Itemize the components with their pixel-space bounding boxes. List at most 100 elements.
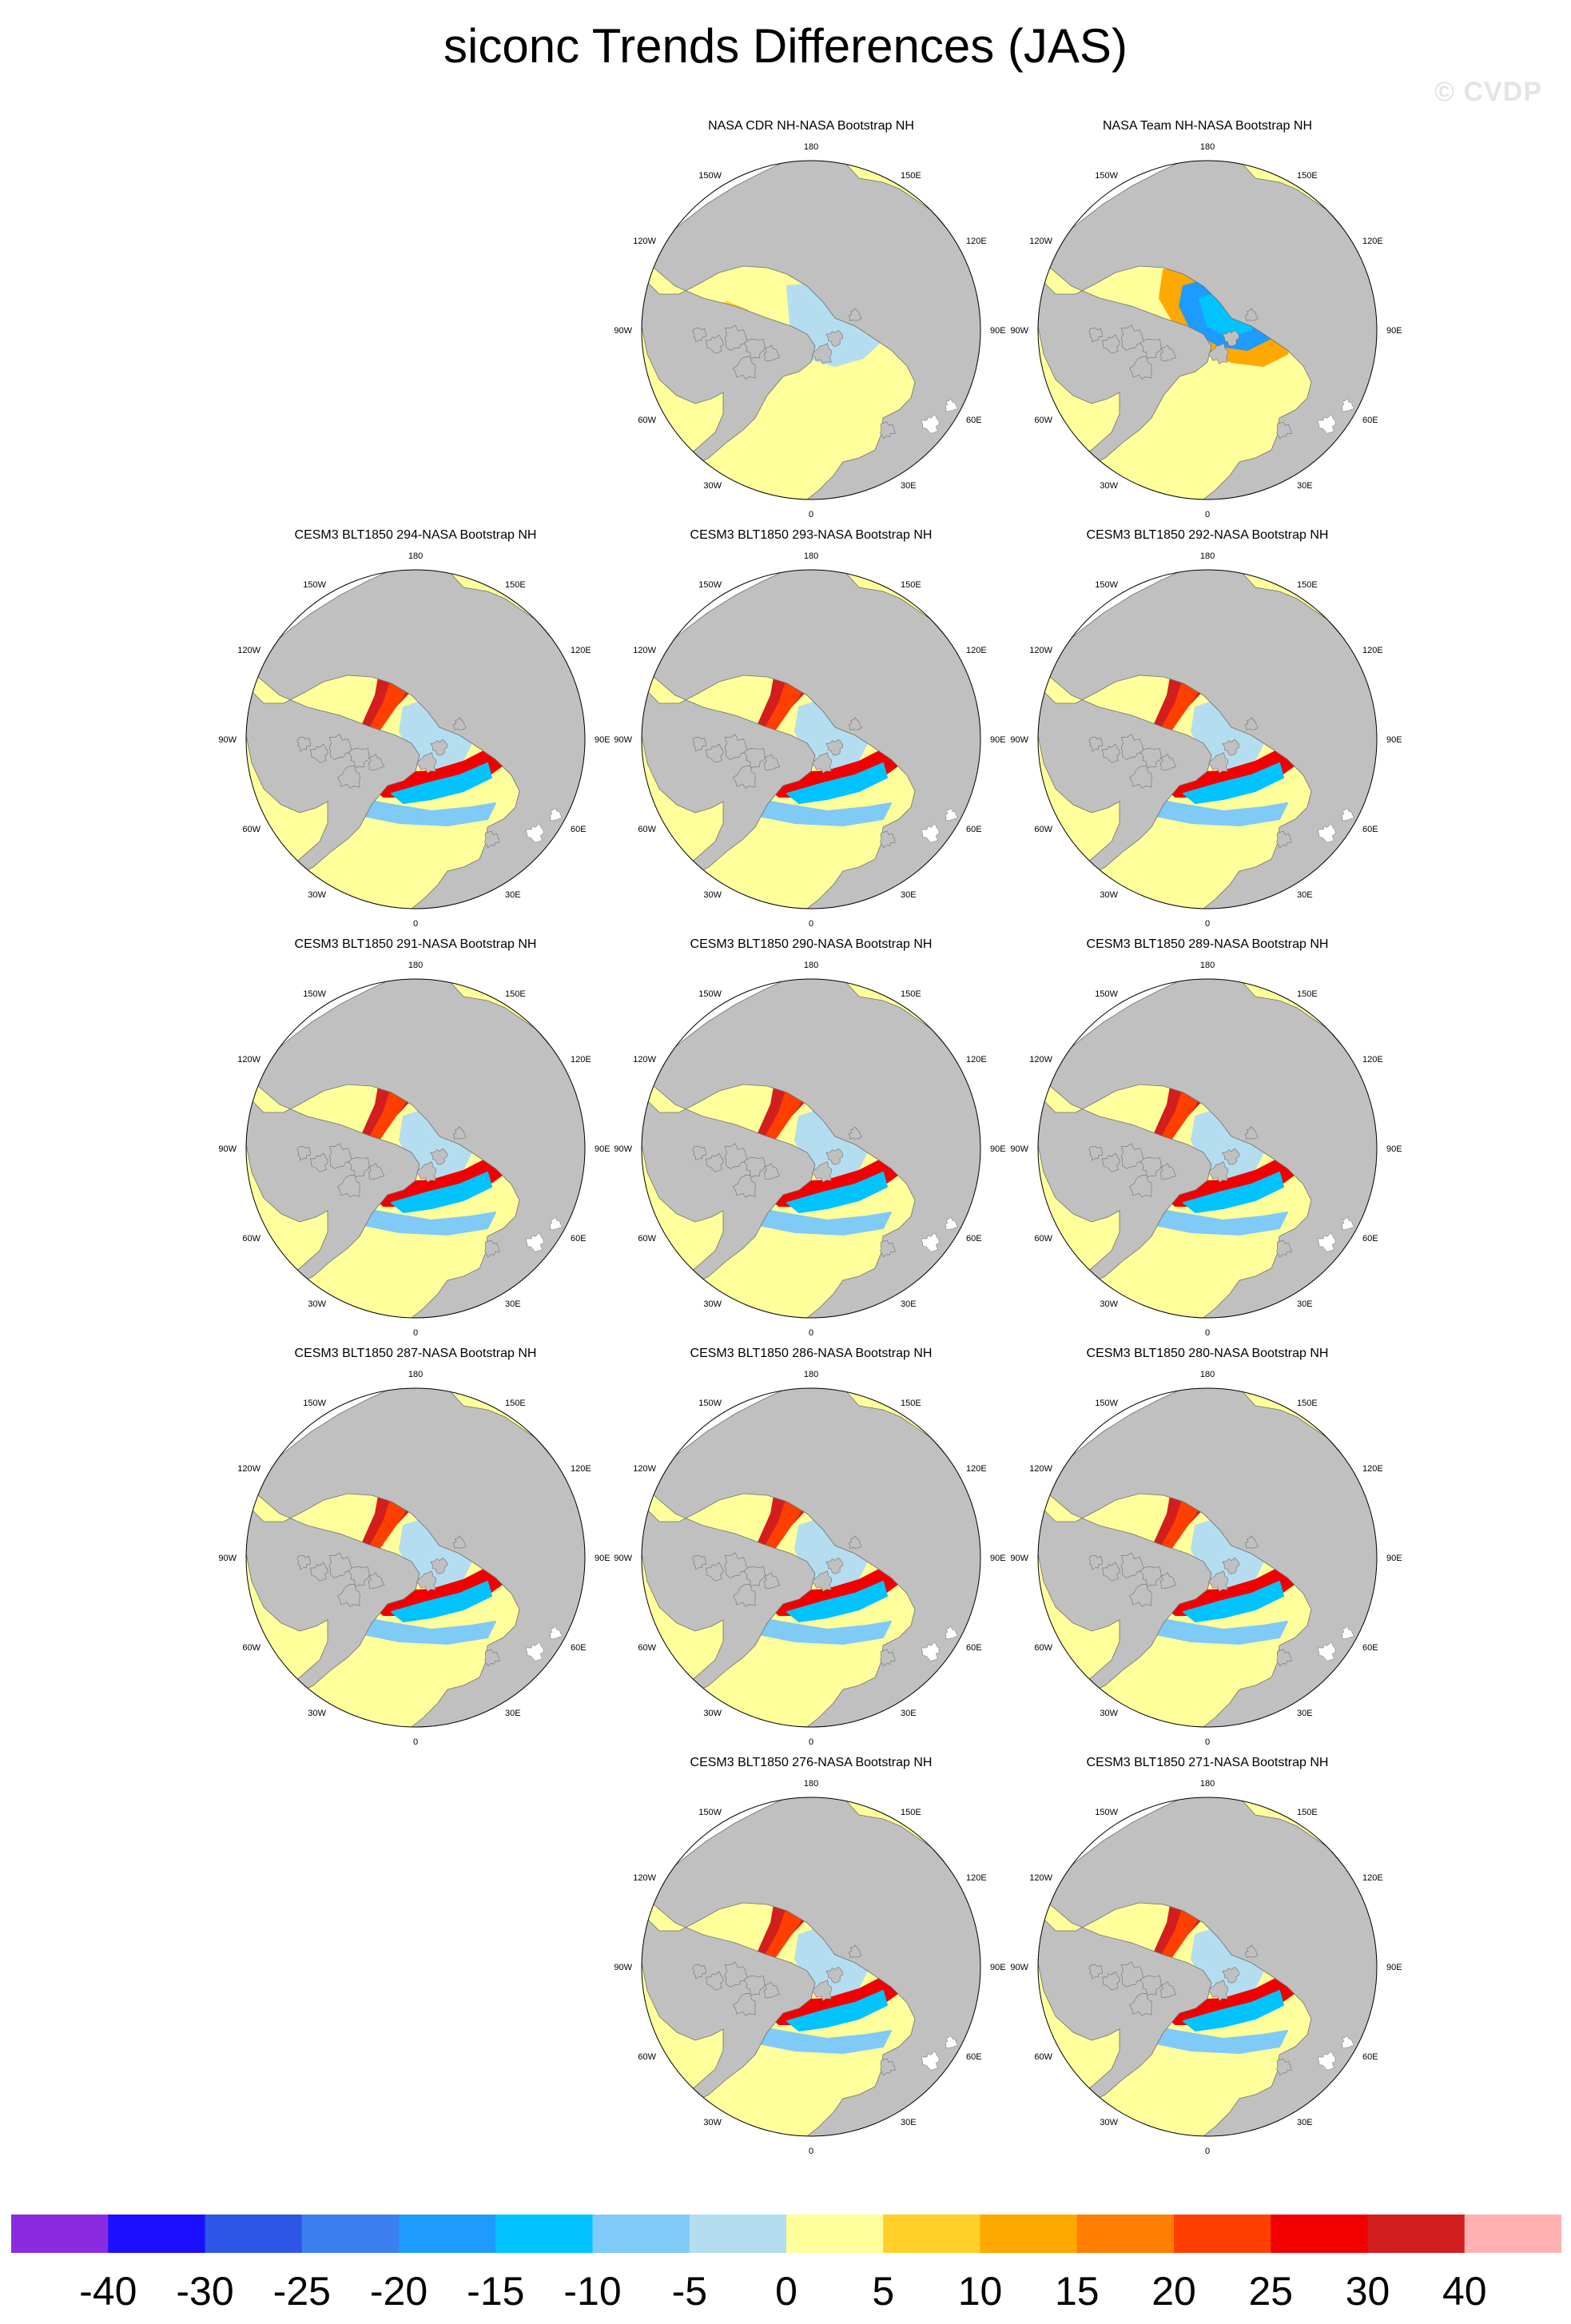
longitude-label: 30W (703, 890, 722, 900)
trend-region (1183, 762, 1284, 804)
island (880, 1240, 896, 1258)
island (705, 334, 724, 354)
island (692, 1964, 706, 1980)
trend-region (1183, 1172, 1284, 1213)
longitude-label: 120W (633, 1055, 656, 1065)
colorbar-label: 10 (957, 2269, 1003, 2314)
island (1139, 1156, 1162, 1178)
longitude-label: 90E (990, 1963, 1006, 1972)
trend-region (738, 1613, 892, 1645)
map-border (1037, 978, 1378, 1319)
longitude-label: 180 (408, 1370, 423, 1379)
longitude-label: 150W (698, 1399, 722, 1408)
longitude-label: 120E (1362, 1873, 1383, 1883)
map-border (641, 569, 981, 909)
longitude-label: 90W (1010, 735, 1028, 745)
longitude-label: 180 (408, 551, 423, 561)
longitude-label: 150W (1095, 989, 1118, 999)
island (812, 343, 832, 364)
trend-region (391, 762, 492, 804)
island (1222, 738, 1240, 756)
map-border (245, 569, 586, 909)
panel-title: CESM3 BLT1850 294-NASA Bootstrap NH (294, 528, 537, 542)
colorbar-label: -15 (467, 2269, 525, 2314)
island (1244, 1944, 1259, 1958)
island (812, 752, 832, 774)
island (825, 1148, 844, 1165)
island (1244, 1535, 1259, 1549)
trend-region (391, 1172, 492, 1213)
map-border (641, 1797, 981, 2137)
no-data-region (1317, 2035, 1355, 2071)
longitude-label: 180 (1200, 1779, 1215, 1789)
island (1128, 766, 1152, 789)
no-data-region (1317, 1626, 1355, 1661)
longitude-label: 120E (966, 237, 987, 246)
no-data-region (921, 2035, 959, 2071)
island (1159, 1981, 1177, 1999)
no-data-region (1317, 398, 1355, 434)
longitude-label: 30E (901, 2118, 917, 2127)
island (848, 308, 862, 321)
longitude-label: 180 (1200, 1370, 1215, 1379)
island (348, 1156, 370, 1178)
longitude-label: 180 (1200, 961, 1215, 970)
longitude-label: 90W (614, 1963, 632, 1972)
longitude-label: 30E (901, 1709, 917, 1718)
island (1208, 1161, 1228, 1183)
polar-map: 180 150E 120E 90E 60E 30E 0 30W 60W 90W 120W 150W (1010, 961, 1402, 1338)
longitude-label: 30E (505, 890, 521, 900)
panel-title: NASA Team NH-NASA Bootstrap NH (1102, 119, 1313, 133)
longitude-label: 90W (1010, 326, 1028, 336)
island (1139, 338, 1162, 360)
longitude-label: 30E (1297, 890, 1313, 900)
longitude-label: 60W (1034, 416, 1052, 425)
colorbar-label: 0 (775, 2269, 797, 2314)
island (296, 1146, 311, 1161)
longitude-label: 90W (218, 735, 237, 745)
island (732, 1993, 756, 2016)
colorbar-label: 5 (872, 2269, 895, 2314)
island (1128, 1993, 1152, 2016)
longitude-label: 120E (571, 646, 591, 655)
longitude-label: 120W (1029, 1464, 1052, 1474)
island (812, 1570, 832, 1592)
longitude-label: 90W (614, 1554, 632, 1563)
no-data-region (921, 1216, 959, 1252)
longitude-label: 90E (595, 1144, 611, 1154)
longitude-label: 30W (703, 1709, 722, 1718)
polar-map: 180 150E 120E 90E 60E 30E 0 30W 60W 90W 120W 150W (1010, 1779, 1402, 2156)
colorbar-swatch (301, 2215, 400, 2253)
no-data-region (921, 1626, 959, 1661)
island (1276, 421, 1292, 440)
island (848, 717, 862, 730)
island (724, 1552, 749, 1578)
longitude-label: 120W (633, 237, 656, 246)
island (880, 1649, 896, 1667)
longitude-label: 180 (1200, 142, 1215, 152)
island (328, 734, 353, 760)
colorbar-swatch (1464, 2215, 1561, 2253)
map-panel: CESM3 BLT1850 291-NASA Bootstrap NH 180 15… (216, 937, 615, 1338)
longitude-label: 0 (1205, 919, 1210, 929)
map-panel: CESM3 BLT1850 287-NASA Bootstrap NH 180 15… (216, 1346, 615, 1747)
no-data-region (1317, 1216, 1355, 1252)
longitude-label: 180 (804, 1779, 818, 1789)
polar-map: 180 150E 120E 90E 60E 30E 0 30W 60W 90W 120W 150W (1010, 1370, 1402, 1747)
island (732, 356, 756, 380)
island (880, 830, 896, 849)
island (1120, 1143, 1145, 1169)
longitude-label: 90W (1010, 1554, 1028, 1563)
longitude-label: 0 (1205, 510, 1210, 519)
island (368, 1163, 385, 1180)
colorbar-swatch (108, 2215, 205, 2253)
polar-map: 180 150E 120E 90E 60E 30E 0 30W 60W 90W 120W 150W (218, 961, 611, 1338)
longitude-label: 120E (571, 1055, 591, 1065)
trend-region (1135, 1613, 1288, 1645)
longitude-label: 180 (1200, 551, 1215, 561)
longitude-label: 30E (1297, 481, 1313, 491)
colorbar-swatch (980, 2215, 1078, 2253)
colorbar-swatch (689, 2215, 787, 2253)
colorbar-label: 40 (1442, 2269, 1487, 2314)
longitude-label: 150W (303, 1399, 326, 1408)
